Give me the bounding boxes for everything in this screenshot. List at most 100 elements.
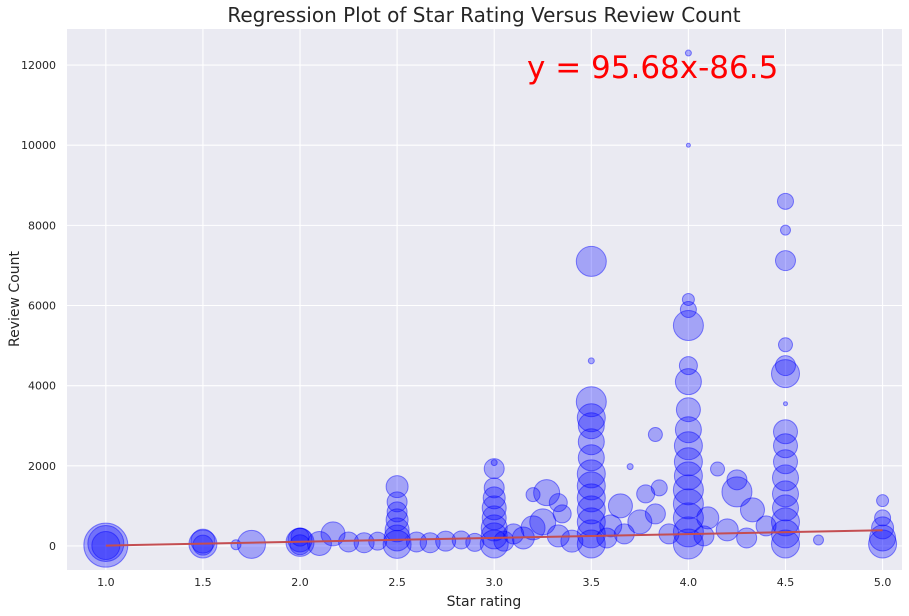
data-point <box>576 403 606 433</box>
data-point <box>480 514 508 542</box>
data-point <box>503 523 525 545</box>
data-point <box>696 506 720 530</box>
data-point <box>575 245 607 277</box>
data-point <box>385 475 409 499</box>
data-point <box>290 527 310 547</box>
y-tick-label: 6000 <box>28 300 56 313</box>
data-point <box>675 397 701 423</box>
data-point <box>672 502 704 534</box>
x-tick-label: 1.5 <box>194 576 212 589</box>
data-point <box>576 495 606 525</box>
y-tick-label: 0 <box>49 540 56 553</box>
data-point <box>577 428 605 456</box>
data-point <box>755 515 777 537</box>
data-point <box>483 477 505 499</box>
data-point <box>644 503 666 525</box>
x-tick-label: 3.0 <box>485 576 503 589</box>
data-point <box>577 412 605 440</box>
data-point <box>739 497 765 523</box>
data-point <box>779 224 791 236</box>
data-point <box>192 534 214 556</box>
data-point <box>419 532 441 554</box>
data-point <box>770 519 800 549</box>
data-point <box>482 486 506 510</box>
data-point <box>672 528 704 560</box>
y-tick-label: 2000 <box>28 460 56 473</box>
data-point <box>435 530 457 552</box>
data-point <box>190 528 216 554</box>
data-point <box>672 488 704 520</box>
data-point <box>650 479 668 497</box>
data-point <box>577 444 605 472</box>
data-point <box>596 527 618 549</box>
data-point <box>710 461 726 477</box>
data-point <box>693 525 715 547</box>
scatter-points <box>83 49 898 568</box>
data-point <box>575 386 607 418</box>
data-point <box>771 480 799 508</box>
x-tick-label: 4.5 <box>777 576 795 589</box>
data-point <box>673 447 703 477</box>
data-point <box>451 530 471 550</box>
regression-equation: y = 95.68x-86.5 <box>527 50 778 86</box>
data-point <box>525 487 541 503</box>
data-point <box>599 514 623 538</box>
y-tick-label: 10000 <box>21 139 56 152</box>
data-point <box>772 419 798 445</box>
data-point <box>776 192 794 210</box>
data-point <box>383 524 411 552</box>
data-point <box>673 461 703 491</box>
data-point <box>869 524 897 552</box>
x-tick-labels: 1.0 1.5 2.0 2.5 3.0 3.5 4.0 4.5 5.0 <box>97 576 891 589</box>
data-point <box>306 531 332 557</box>
data-point <box>715 518 739 542</box>
data-point <box>876 494 890 508</box>
data-point <box>868 529 898 559</box>
data-point <box>490 459 498 467</box>
data-point <box>613 523 635 545</box>
x-tick-label: 2.5 <box>388 576 406 589</box>
data-point <box>782 401 788 407</box>
data-point <box>483 458 505 480</box>
x-tick-label: 1.0 <box>97 576 115 589</box>
data-point <box>576 471 606 501</box>
data-point <box>678 356 698 376</box>
data-point <box>385 508 409 532</box>
data-point <box>673 431 703 461</box>
x-tick-label: 4.0 <box>680 576 698 589</box>
data-point <box>533 479 561 507</box>
data-point <box>721 476 753 508</box>
data-point <box>771 494 799 522</box>
grid <box>67 29 902 570</box>
data-point <box>87 525 125 563</box>
data-point <box>672 310 704 342</box>
regression-line <box>105 529 883 547</box>
data-point <box>627 509 653 535</box>
data-point <box>774 250 796 272</box>
data-point <box>726 469 748 491</box>
data-point <box>871 516 895 540</box>
plot-background <box>67 29 902 570</box>
data-point <box>736 527 758 549</box>
data-point <box>552 504 572 524</box>
data-point <box>772 433 798 459</box>
data-point <box>672 474 704 506</box>
data-point <box>287 527 313 553</box>
data-point <box>770 359 800 389</box>
data-point <box>647 427 663 443</box>
x-tick-label: 2.0 <box>291 576 309 589</box>
data-point <box>406 531 428 553</box>
data-point <box>636 484 656 504</box>
data-point <box>679 301 697 319</box>
chart-title: Regression Plot of Star Rating Versus Re… <box>227 3 740 27</box>
data-point <box>770 507 800 537</box>
x-tick-label: 5.0 <box>874 576 892 589</box>
data-point <box>777 337 793 353</box>
data-point <box>770 529 800 559</box>
data-point <box>520 515 546 541</box>
data-point <box>674 368 702 396</box>
data-point <box>481 505 507 531</box>
data-point <box>386 501 408 523</box>
data-point <box>481 495 507 521</box>
data-point <box>813 534 824 546</box>
